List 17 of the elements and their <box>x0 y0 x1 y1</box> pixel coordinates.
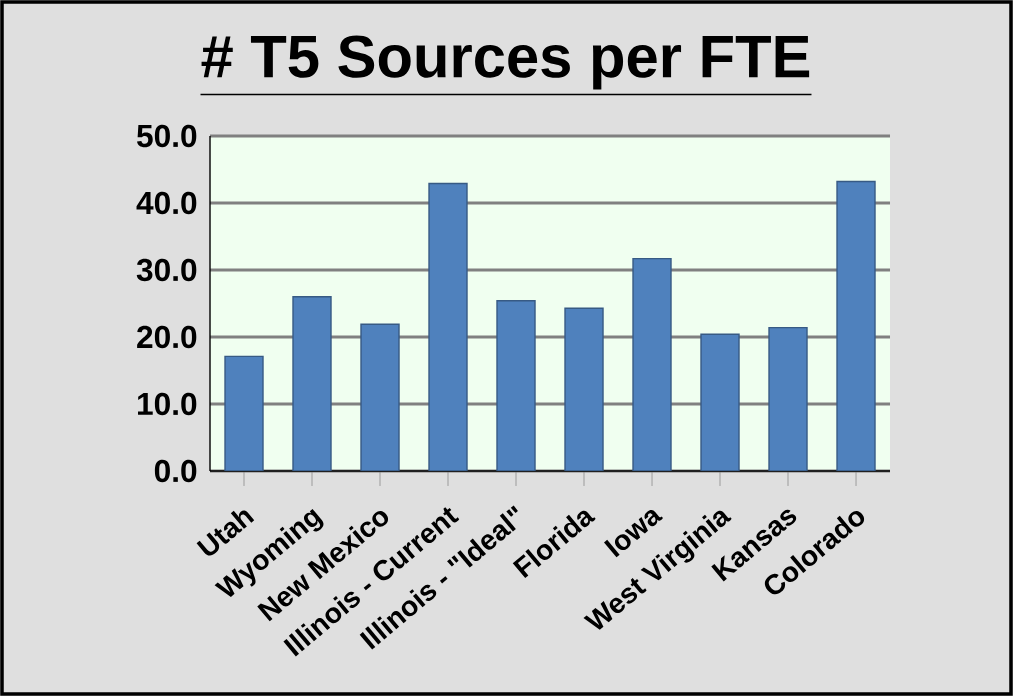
bar <box>768 326 808 471</box>
y-tick-label: 10.0 <box>138 392 197 416</box>
y-tick-label: 40.0 <box>136 191 197 215</box>
bar <box>632 257 672 471</box>
y-tick-label: 50.0 <box>137 124 197 148</box>
bar <box>496 300 536 471</box>
bar <box>428 182 468 471</box>
bar <box>836 180 876 471</box>
y-tick-label: 0.0 <box>154 459 197 483</box>
chart-title: # T5 Sources per FTE <box>201 35 810 90</box>
bar <box>292 296 332 471</box>
y-tick-label: 30.0 <box>136 258 197 282</box>
bar <box>564 307 604 471</box>
bar <box>224 355 264 471</box>
bar <box>700 333 740 471</box>
y-tick-label: 20.0 <box>137 325 197 349</box>
bar <box>360 323 400 471</box>
